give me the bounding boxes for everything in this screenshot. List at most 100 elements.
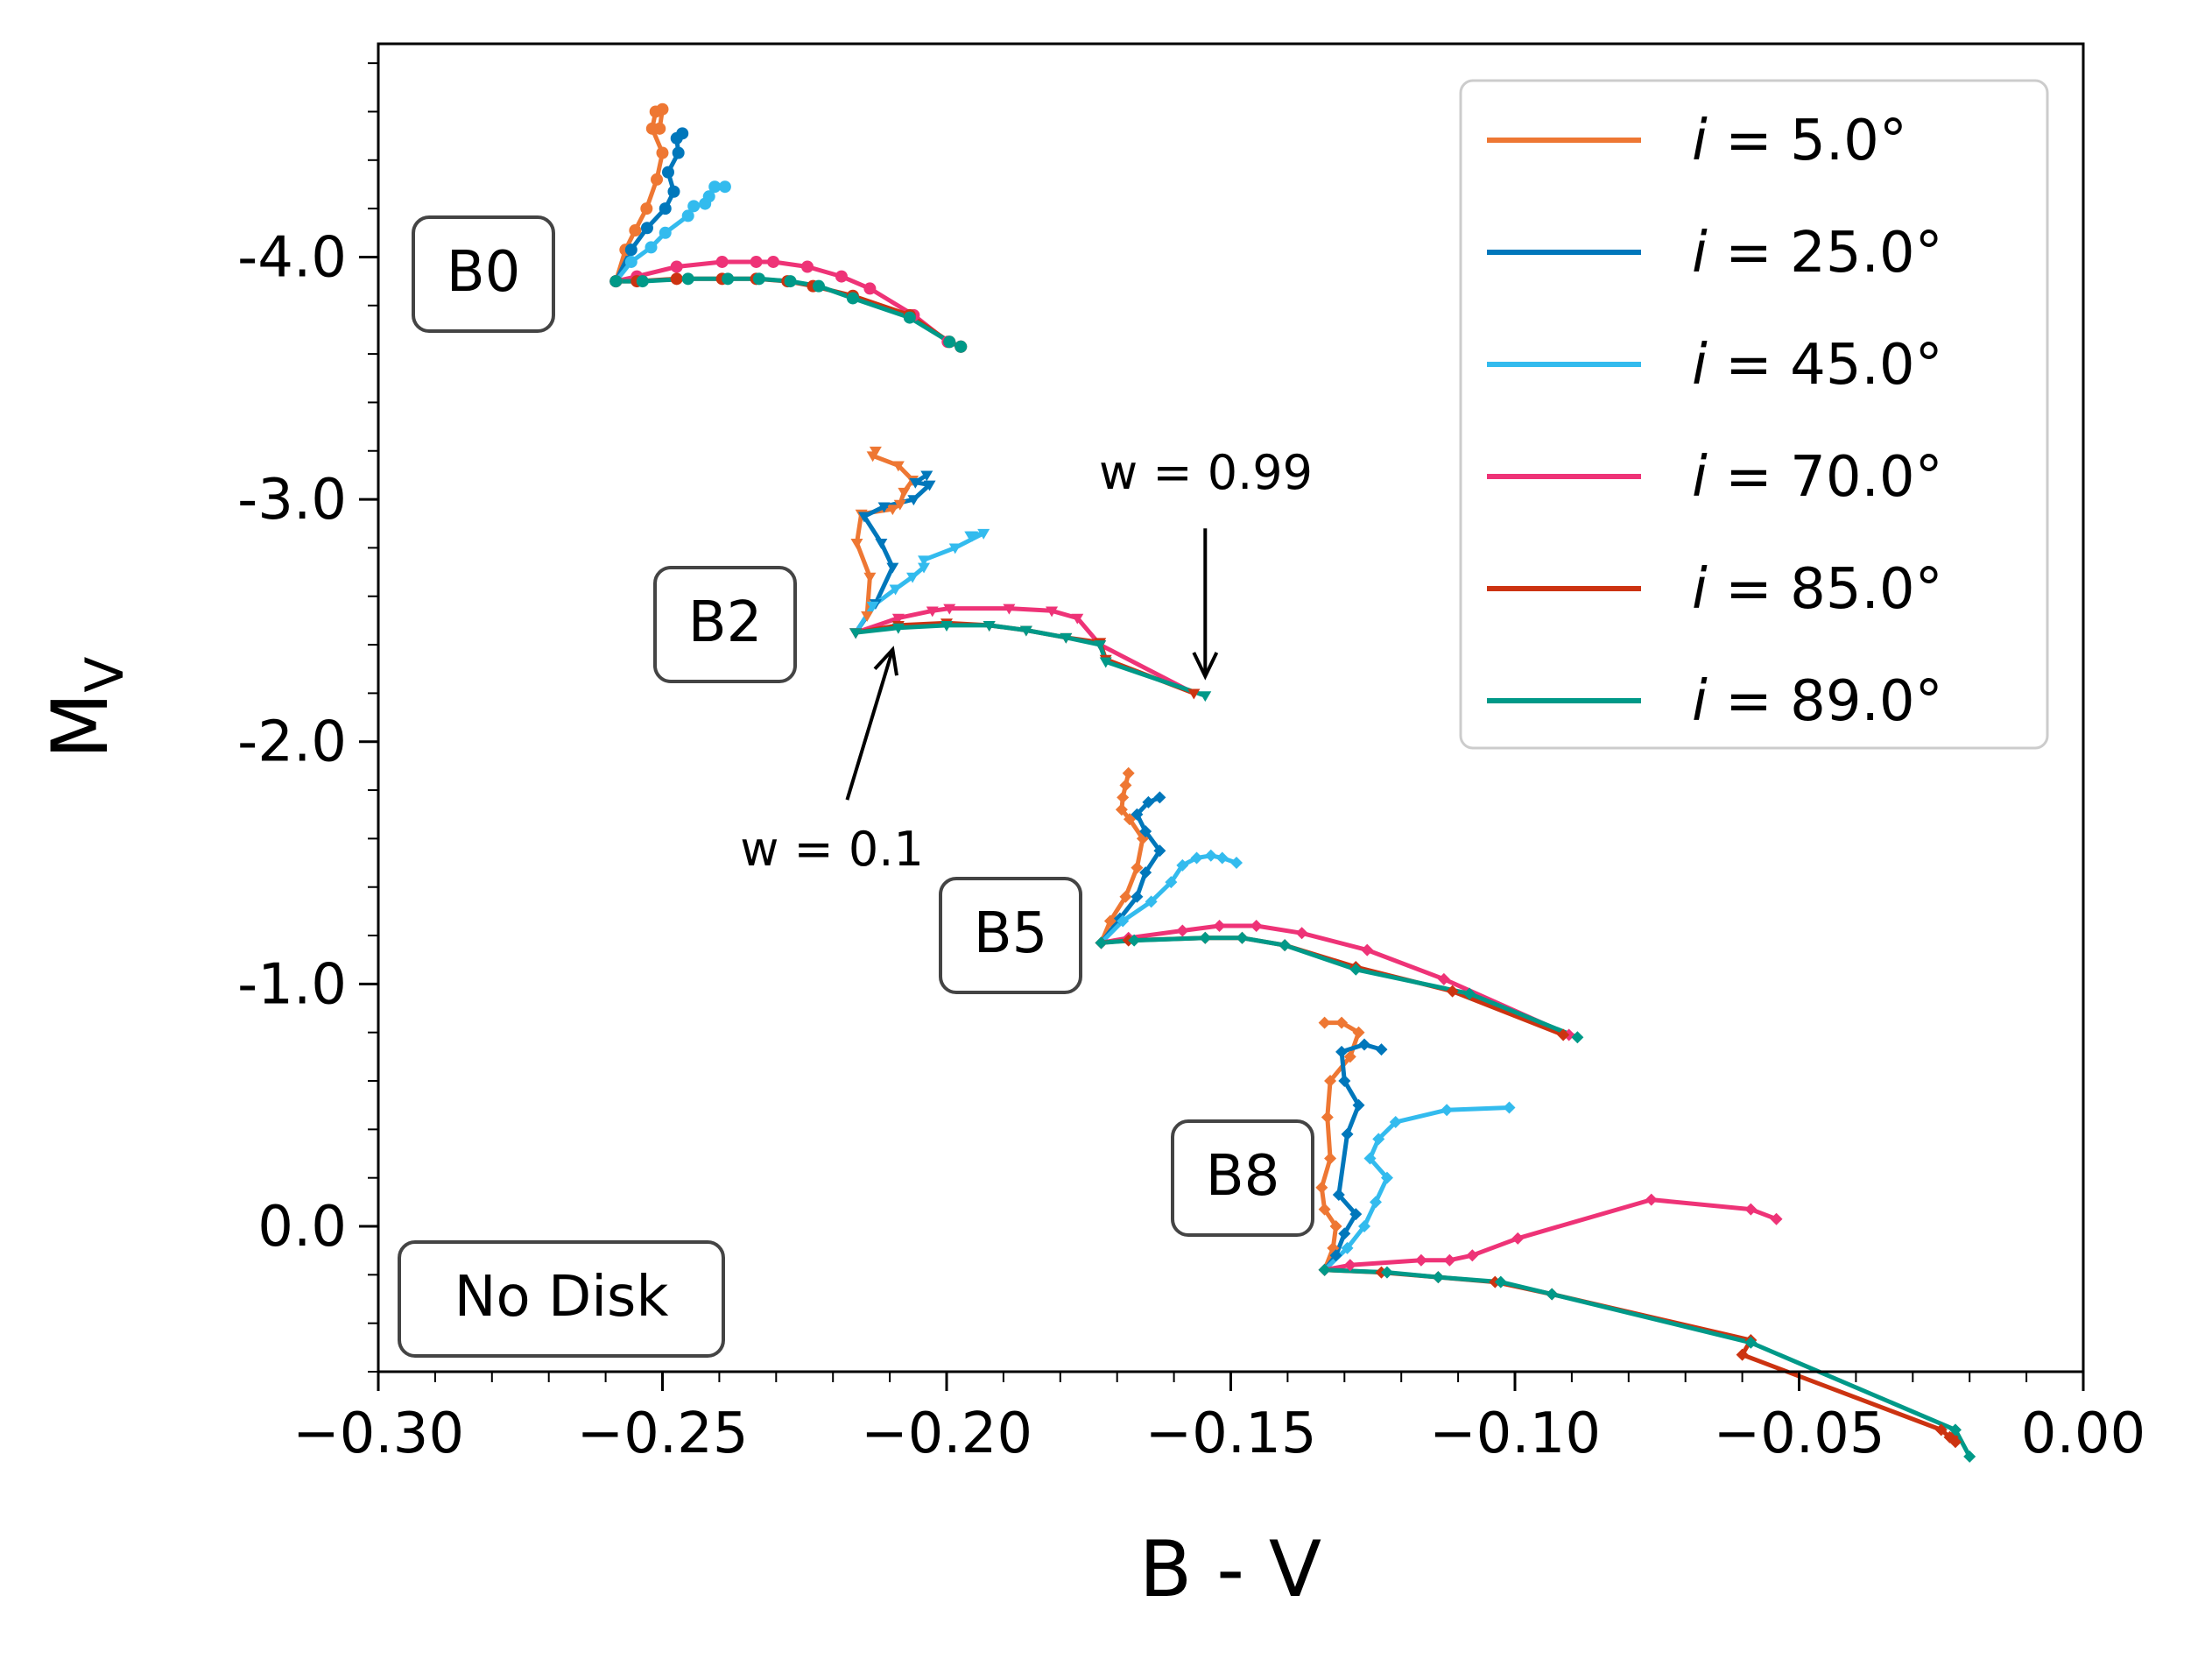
data-point — [920, 470, 933, 482]
series-line — [1322, 1267, 1972, 1459]
data-point — [948, 543, 962, 554]
x-tick-label: 0.00 — [2021, 1401, 2146, 1466]
data-point — [1215, 851, 1229, 865]
annotation-arrowhead — [1192, 652, 1219, 681]
data-point — [886, 562, 899, 574]
data-point — [687, 200, 701, 213]
data-point — [659, 202, 672, 215]
annotation-arrows — [845, 528, 1219, 801]
data-point — [849, 628, 863, 639]
data-point — [1375, 1043, 1388, 1056]
data-point — [1295, 927, 1308, 940]
label-b8: B8 — [1206, 1144, 1280, 1209]
data-point — [1176, 924, 1189, 937]
data-point — [667, 185, 680, 198]
data-point — [1343, 1259, 1356, 1272]
data-point — [1046, 606, 1059, 618]
data-point — [656, 146, 669, 159]
data-point — [903, 311, 916, 324]
data-point — [1414, 1253, 1427, 1267]
legend-label-prefix: i — [1692, 669, 1708, 734]
data-point — [1358, 1220, 1371, 1233]
data-point — [1117, 791, 1130, 804]
data-point — [752, 272, 765, 286]
data-point — [1463, 987, 1476, 1000]
data-point — [1199, 691, 1212, 702]
y-tick-label: -3.0 — [237, 468, 347, 533]
label-b0: B0 — [447, 240, 521, 305]
legend-label: i = 5.0° — [1692, 109, 1907, 173]
y-axis-title-main: M — [35, 693, 125, 759]
data-point — [722, 272, 735, 286]
data-point — [940, 621, 953, 632]
data-point — [715, 255, 729, 268]
y-axis-title: MV — [35, 657, 136, 759]
data-point — [624, 244, 638, 257]
legend-label: i = 25.0° — [1692, 221, 1943, 286]
data-point — [1142, 795, 1155, 808]
series-line — [853, 472, 932, 635]
data-point — [1094, 640, 1107, 652]
series-line — [1322, 1105, 1511, 1273]
data-point — [1117, 914, 1130, 928]
data-point — [1380, 1171, 1393, 1184]
data-point — [1213, 919, 1226, 932]
data-point — [1645, 1193, 1658, 1206]
data-point — [1071, 613, 1084, 625]
label-box-b5: B5 — [939, 877, 1082, 994]
data-point — [1432, 1271, 1445, 1284]
legend-frame — [1459, 79, 2049, 750]
data-point — [1335, 1016, 1349, 1029]
x-axis-title: B - V — [1139, 1524, 1321, 1614]
y-axis-title-sub: V — [74, 657, 136, 693]
data-point — [636, 275, 649, 288]
data-point — [1349, 963, 1363, 976]
markers-layer — [609, 102, 1976, 1463]
data-point — [1369, 1196, 1382, 1209]
label-b2: B2 — [688, 590, 763, 655]
data-point — [1770, 1212, 1783, 1225]
data-point — [1363, 1152, 1377, 1165]
data-point — [702, 190, 715, 203]
data-point — [1948, 1436, 1962, 1449]
label-box-no-disk: No Disk — [398, 1240, 725, 1358]
data-point — [1744, 1203, 1758, 1216]
data-point — [869, 446, 882, 457]
data-point — [812, 279, 825, 293]
x-tick-label: −0.05 — [1713, 1401, 1884, 1466]
data-point — [861, 611, 874, 622]
data-point — [656, 102, 669, 116]
data-point — [1122, 766, 1135, 780]
legend-label: i = 70.0° — [1692, 445, 1943, 510]
data-point — [651, 173, 664, 186]
x-tick-label: −0.30 — [292, 1401, 464, 1466]
legend-label-prefix: i — [1692, 557, 1708, 622]
data-point — [866, 601, 879, 612]
data-point — [1229, 857, 1243, 870]
legend-label-prefix: i — [1692, 221, 1708, 286]
legend-label-value: = 25.0° — [1708, 221, 1943, 286]
y-tick-label: -1.0 — [237, 952, 347, 1017]
data-point — [1139, 825, 1152, 838]
data-point — [857, 512, 870, 523]
data-point — [1060, 632, 1073, 644]
data-point — [1352, 1026, 1365, 1039]
data-point — [1131, 808, 1144, 821]
data-point — [1437, 972, 1450, 985]
annotation-arrow — [845, 649, 895, 801]
data-point — [672, 146, 685, 159]
data-point — [1103, 914, 1117, 928]
data-point — [708, 180, 722, 194]
data-point — [943, 604, 956, 615]
data-point — [1019, 625, 1032, 637]
data-point — [875, 538, 888, 549]
data-point — [1318, 1203, 1331, 1216]
legend-label-prefix: i — [1692, 109, 1708, 173]
data-point — [1361, 943, 1374, 957]
legend-label: i = 45.0° — [1692, 333, 1943, 398]
data-point — [1557, 1028, 1570, 1041]
data-point — [750, 255, 763, 268]
annotation-arrowhead — [873, 646, 898, 676]
data-point — [926, 606, 939, 618]
